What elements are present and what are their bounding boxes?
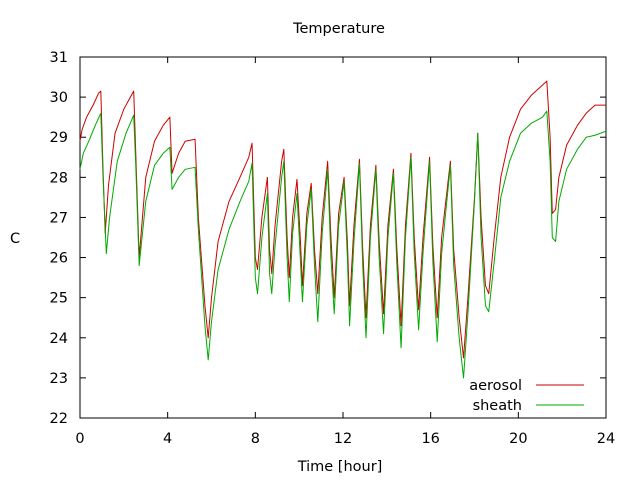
x-tick-label: 8 [251,431,260,447]
x-tick-label: 4 [163,431,172,447]
x-tick-label: 16 [421,431,439,447]
series-line-sheath [79,110,607,379]
legend-label-aerosol: aerosol [469,378,522,394]
chart-title: Temperature [292,21,385,37]
y-tick-label: 24 [50,331,68,347]
y-tick-label: 31 [50,50,68,66]
x-tick-label: 12 [334,431,352,447]
y-tick-label: 23 [50,371,68,387]
plot-frame [79,56,607,419]
x-tick-label: 20 [509,431,527,447]
y-axis-ticks: 22 23 24 25 26 27 28 29 30 31 [50,50,606,427]
legend: aerosol sheath [469,378,584,414]
series-layer [79,80,607,379]
y-tick-label: 30 [50,90,68,106]
y-tick-label: 28 [50,170,68,186]
plot-border [79,56,607,419]
y-axis-label: C [10,231,20,247]
y-tick-label: 29 [50,130,68,146]
y-tick-label: 26 [50,251,68,267]
legend-label-sheath: sheath [473,398,522,414]
x-axis-ticks: 0 4 8 12 16 20 24 [75,57,615,447]
x-tick-label: 24 [597,431,615,447]
y-tick-label: 25 [50,291,68,307]
y-tick-label: 22 [50,411,68,427]
x-tick-label: 0 [75,431,84,447]
y-tick-label: 27 [50,210,68,226]
series-line-aerosol [79,80,606,359]
x-axis-label: Time [hour] [297,459,383,475]
